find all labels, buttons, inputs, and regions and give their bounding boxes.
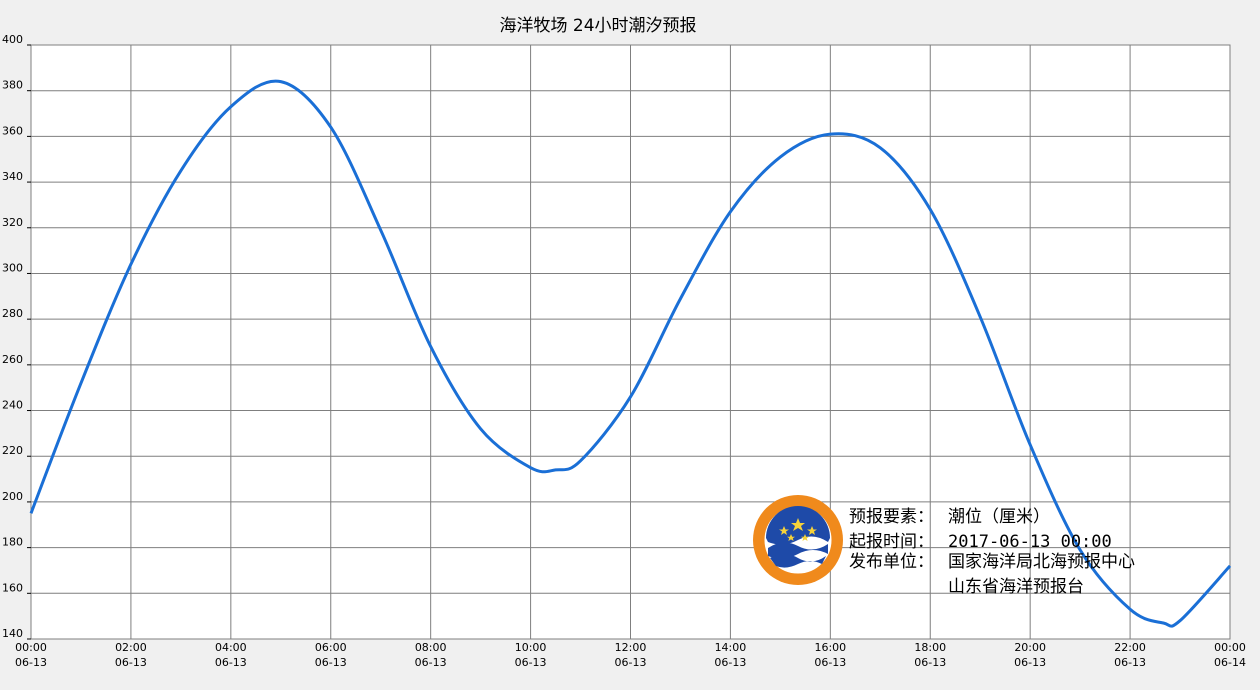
x-tick-date: 06-13 <box>814 656 846 669</box>
x-tick-date: 06-13 <box>415 656 447 669</box>
info-block: 预报要素： 潮位（厘米） 起报时间： 2017-06-13 00:00 发布单位… <box>849 507 1135 597</box>
y-tick-label: 340 <box>2 170 23 183</box>
x-tick-date: 06-13 <box>1114 656 1146 669</box>
x-tick-date: 06-13 <box>1014 656 1046 669</box>
x-tick-time: 22:00 <box>1114 641 1146 654</box>
logo <box>753 495 843 585</box>
x-tick-time: 04:00 <box>215 641 247 654</box>
y-tick-label: 200 <box>2 490 23 503</box>
x-tick-time: 14:00 <box>715 641 747 654</box>
x-tick-date: 06-13 <box>515 656 547 669</box>
y-tick-label: 220 <box>2 444 23 457</box>
y-tick-label: 300 <box>2 261 23 274</box>
element-value: 潮位（厘米） <box>948 507 1050 527</box>
x-axis: 00:00 06-13 02:00 06-13 04:00 06-13 06:00 06-13… <box>15 641 1246 669</box>
y-tick-label: 400 <box>2 33 23 46</box>
x-tick-date: 06-13 <box>714 656 746 669</box>
x-tick-date: 06-13 <box>215 656 247 669</box>
x-tick-time: 16:00 <box>814 641 846 654</box>
x-tick-date: 06-13 <box>15 656 47 669</box>
y-tick-label: 180 <box>2 536 23 549</box>
y-tick-label: 380 <box>2 79 23 92</box>
x-tick-date: 06-13 <box>315 656 347 669</box>
x-tick-date: 06-13 <box>115 656 147 669</box>
publisher-label: 发布单位： <box>849 552 934 572</box>
publisher-line-1: 国家海洋局北海预报中心 <box>948 552 1135 572</box>
x-tick-time: 00:00 <box>1214 641 1246 654</box>
tide-line <box>29 79 1232 628</box>
y-tick-label: 160 <box>2 581 23 594</box>
y-axis: 140 160 180 200 220 240 260 280 300 320 340 360 380 4… <box>2 33 31 640</box>
issue-time-value: 2017-06-13 00:00 <box>948 532 1112 552</box>
x-tick-time: 00:00 <box>15 641 47 654</box>
x-tick-date: 06-13 <box>615 656 647 669</box>
publisher-line-2: 山东省海洋预报台 <box>948 577 1084 597</box>
x-tick-time: 18:00 <box>914 641 946 654</box>
y-tick-label: 360 <box>2 124 23 137</box>
x-tick-time: 12:00 <box>615 641 647 654</box>
y-tick-label: 260 <box>2 353 23 366</box>
issue-time-label: 起报时间： <box>849 532 934 552</box>
y-tick-label: 140 <box>2 627 23 640</box>
chart-title: 海洋牧场 24小时潮汐预报 <box>499 16 696 36</box>
logo-stars <box>779 518 817 541</box>
logo-wave-2 <box>770 554 826 568</box>
y-tick-label: 320 <box>2 216 23 229</box>
x-tick-time: 20:00 <box>1014 641 1046 654</box>
y-tick-label: 240 <box>2 399 23 412</box>
x-tick-time: 10:00 <box>515 641 547 654</box>
x-tick-date: 06-13 <box>914 656 946 669</box>
y-tick-label: 280 <box>2 307 23 320</box>
grid <box>30 44 1231 640</box>
x-tick-date: 06-14 <box>1214 656 1246 669</box>
x-tick-time: 06:00 <box>315 641 347 654</box>
element-label: 预报要素： <box>849 507 934 527</box>
tide-series <box>29 79 1232 628</box>
x-tick-time: 02:00 <box>115 641 147 654</box>
x-tick-time: 08:00 <box>415 641 447 654</box>
